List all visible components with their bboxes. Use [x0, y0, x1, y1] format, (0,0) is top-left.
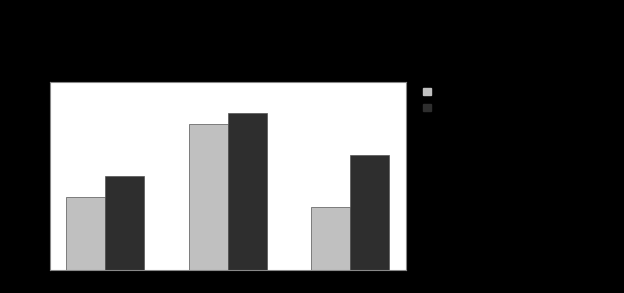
Legend: , : , — [423, 87, 434, 113]
Bar — [350, 155, 389, 270]
Bar — [311, 207, 350, 270]
Bar — [105, 176, 145, 270]
Bar — [188, 124, 228, 270]
Bar — [228, 113, 267, 270]
Bar — [66, 197, 105, 270]
